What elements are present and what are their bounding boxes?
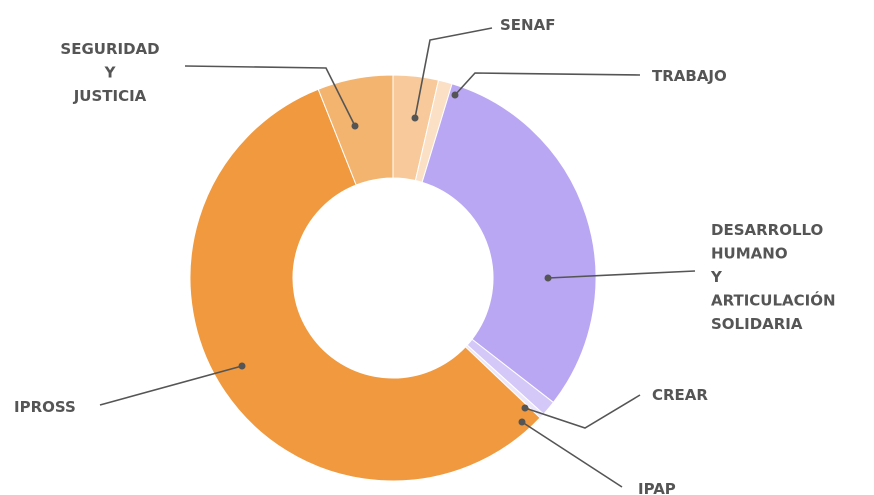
category-label: IPAP (638, 480, 676, 495)
category-label: IPROSS (14, 398, 76, 416)
donut-segment (317, 74, 394, 186)
leader-dot (238, 362, 246, 370)
leader-dot (544, 274, 552, 282)
leader-line (547, 270, 696, 279)
category-label: SENAF (500, 16, 555, 34)
leader-line (184, 65, 356, 127)
category-label: SEGURIDAD Y JUSTICIA (60, 40, 159, 105)
leader-dot (411, 114, 419, 122)
leader-line (454, 72, 641, 96)
donut-segment (189, 88, 541, 482)
leader-line (99, 365, 243, 406)
leader-line (414, 27, 493, 119)
leader-dot (518, 418, 526, 426)
leader-line (521, 421, 623, 488)
leader-dot (351, 122, 359, 130)
leader-dot (451, 91, 459, 99)
category-label: CREAR (652, 386, 708, 404)
category-label: TRABAJO (652, 67, 727, 85)
donut-segment (421, 83, 597, 404)
category-label: DESARROLLO HUMANO Y ARTICULACIÓN SOLIDARIA (710, 221, 836, 333)
leader-line (524, 394, 641, 429)
leader-dot (521, 404, 529, 412)
